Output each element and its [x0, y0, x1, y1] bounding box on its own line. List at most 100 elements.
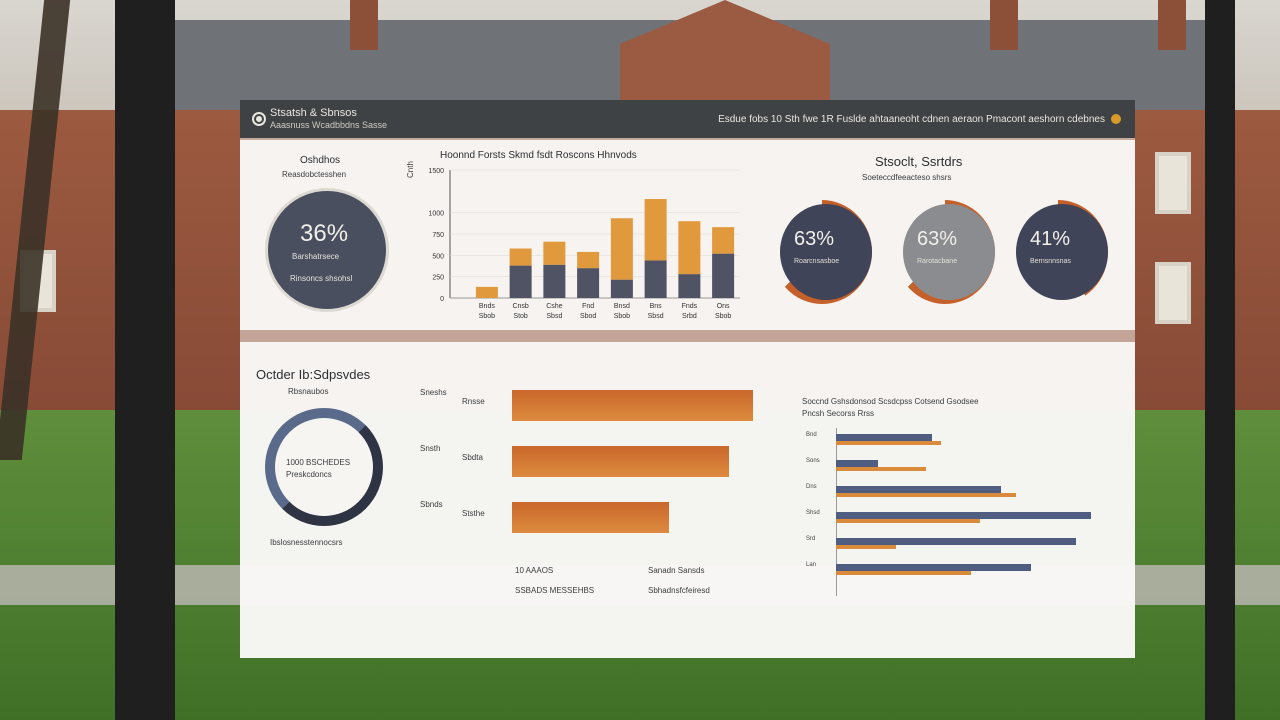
x-tick-sublabel: Sbod — [580, 313, 596, 320]
progress-ring — [265, 408, 383, 526]
bar-segment — [644, 199, 667, 261]
pair-label: Srd — [806, 536, 816, 542]
pair-bar-orange — [836, 571, 971, 575]
y-tick-label: 500 — [432, 253, 444, 260]
x-tick-label: Fnd — [582, 303, 594, 310]
dashboard-subtitle: Aaasnuss Wcadbbdns Sasse — [270, 120, 388, 130]
x-tick-sublabel: Sbsd — [546, 313, 562, 320]
x-tick-sublabel: Sbob — [715, 313, 731, 320]
kpi-label: Rarotacbane — [917, 258, 958, 265]
hbar-label: Snsth — [420, 444, 441, 453]
kpi-left-caption-1: Barshatrsece — [292, 252, 340, 261]
bar-segment — [577, 268, 600, 298]
y-tick-label: 1500 — [428, 168, 444, 175]
bottom-card: Octder Ib:Sdpsvdes Rbsnaubos 1000 BSCHED… — [240, 342, 1135, 658]
kpi-circle: 41% Bernsnnsnas — [1008, 200, 1108, 304]
pair-label: Lan — [806, 562, 817, 568]
x-tick-sublabel: Stob — [513, 313, 528, 320]
kpi-value: 41% — [1030, 228, 1071, 250]
building-window — [1155, 152, 1191, 214]
y-tick-label: 0 — [440, 296, 444, 303]
bar-segment — [712, 253, 735, 298]
bar-footer-2: SSBADS MESSEHBS — [515, 586, 595, 595]
kpi-right-title: Stsoclt, Ssrtdrs — [875, 154, 963, 169]
x-tick-sublabel: Srbd — [682, 313, 697, 320]
x-tick-label: Bns — [650, 303, 663, 310]
kpi-left-value: 36% — [300, 220, 349, 247]
bottom-left-subtitle: Rbsnaubos — [288, 387, 329, 396]
bar-segment — [475, 286, 498, 298]
chimney — [990, 0, 1018, 50]
bar-segment — [509, 265, 532, 298]
bar-segment — [610, 218, 633, 280]
ring-caption: Ibslosnesstennocsrs — [270, 538, 343, 547]
window-frame-left — [115, 0, 175, 720]
pair-bar-dark — [836, 460, 878, 467]
kpi-value: 63% — [794, 228, 835, 250]
logo-icon — [254, 114, 264, 124]
hbar-label: Sneshs — [420, 388, 447, 397]
bar-segment — [644, 260, 667, 298]
kpi-label: Bernsnnsnas — [1030, 258, 1071, 265]
bar-footer-3: Sanadn Sansds — [648, 566, 705, 575]
pair-bar-orange — [836, 467, 926, 471]
kpi-circle-fill — [1016, 204, 1108, 300]
pair-label: Bnd — [806, 432, 817, 438]
bar-segment — [509, 248, 532, 266]
pair-bar-dark — [836, 512, 1091, 519]
hbar — [512, 390, 753, 421]
x-tick-label: Bnsd — [614, 303, 630, 310]
x-tick-sublabel: Sbsd — [648, 313, 664, 320]
pair-bar-dark — [836, 486, 1001, 493]
chimney — [350, 0, 378, 50]
bottom-right-title: Soccnd Gshsdonsod Scsdcpss Cotsend Gsods… — [802, 397, 979, 406]
kpi-left-circle — [265, 188, 389, 312]
pair-bar-dark — [836, 434, 932, 441]
stacked-bar-chart: 1500 1000 750 500 250 0 Bnds Sbob Cnsb Stob Cshe Sb… — [428, 168, 740, 320]
status-icon — [1111, 114, 1121, 124]
ring-text-2: Preskcdoncs — [286, 470, 332, 479]
chimney — [1158, 0, 1186, 50]
top-card: Oshdhos Reasdobctesshen 36% Barshatrsece… — [240, 140, 1135, 330]
bottom-right-subtitle: Pncsh Secorss Rrss — [802, 409, 875, 418]
ring-text-1: 1000 BSCHEDES — [286, 458, 351, 467]
window-frame-right — [1205, 0, 1235, 720]
bar-segment — [577, 251, 600, 269]
hbar — [512, 446, 729, 477]
x-tick-label: Ons — [717, 303, 730, 310]
pair-label: Sons — [806, 458, 820, 464]
x-tick-label: Fnds — [682, 303, 698, 310]
kpi-left-subtitle: Reasdobctesshen — [282, 170, 347, 179]
dashboard-header: Stsatsh & Sbnsos Aaasnuss Wcadbbdns Sass… — [240, 100, 1135, 138]
hbar-sublabel: Sbdta — [462, 453, 483, 462]
brand: Stsatsh & Sbnsos Aaasnuss Wcadbbdns Sass… — [254, 107, 387, 131]
bar-segment — [678, 221, 701, 275]
x-tick-label: Cnsb — [512, 303, 528, 310]
bar-segment — [712, 227, 735, 254]
kpi-right-subtitle: Soeteccdfeeacteso shsrs — [862, 173, 952, 182]
bar-segment — [610, 279, 633, 298]
dashboard-title: Stsatsh & Sbnsos — [270, 107, 357, 119]
x-tick-sublabel: Sbob — [479, 313, 495, 320]
x-tick-sublabel: Sbob — [614, 313, 630, 320]
hbar-sublabel: Rnsse — [462, 397, 485, 406]
pair-bar-orange — [836, 493, 1016, 497]
hbar — [512, 502, 669, 533]
kpi-circle: 63% Rarotacbane — [895, 200, 995, 304]
bottom-left-title: Octder Ib:Sdpsvdes — [256, 367, 371, 382]
bar-segment — [543, 264, 566, 298]
pair-bar-orange — [836, 441, 941, 445]
y-tick-label: 250 — [432, 275, 444, 282]
pair-bar-orange — [836, 545, 896, 549]
x-tick-label: Cshe — [546, 303, 562, 310]
kpi-left-caption-2: Rinsoncs shsohsl — [290, 274, 353, 283]
kpi-circle: 63% Roarcnsasboe — [772, 200, 872, 304]
y-tick-label: 750 — [432, 232, 444, 239]
kpi-value: 63% — [917, 228, 958, 250]
bar-segment — [678, 274, 701, 298]
kpi-label: Roarcnsasboe — [794, 258, 840, 265]
pair-bar-dark — [836, 564, 1031, 571]
kpi-circle-fill — [780, 204, 872, 300]
kpi-left-title: Oshdhos — [300, 155, 341, 166]
building-window — [1155, 262, 1191, 324]
